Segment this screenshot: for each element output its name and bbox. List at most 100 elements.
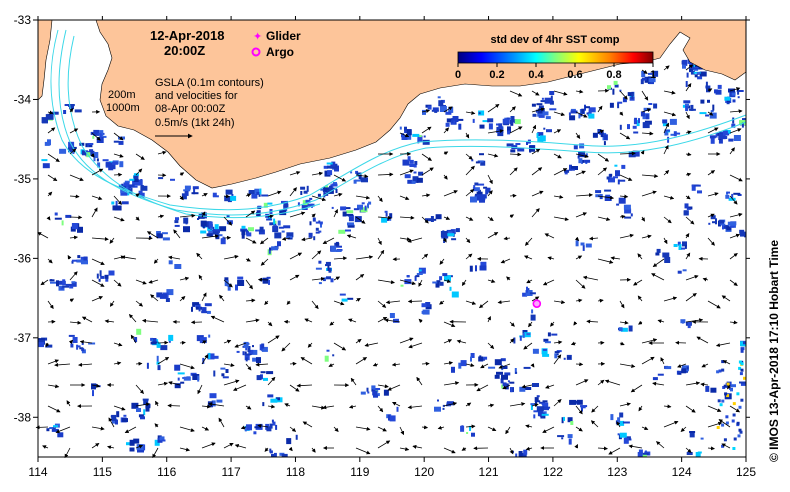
sst-pixel [230, 195, 237, 201]
velocity-arrow [289, 426, 297, 432]
sst-pixel [567, 434, 573, 439]
velocity-arrow [267, 190, 282, 197]
sst-pixel [273, 452, 277, 457]
sst-pixel [637, 452, 643, 457]
sst-pixel [445, 122, 450, 127]
sst-pixel [684, 244, 687, 249]
sst-pixel [514, 368, 517, 374]
velocity-arrow [663, 111, 677, 117]
sst-pixel [47, 113, 54, 120]
velocity-arrow [443, 127, 450, 134]
sst-pixel [269, 247, 273, 251]
sst-pixel [588, 113, 595, 119]
sst-pixel [406, 275, 410, 277]
sst-pixel [300, 191, 303, 195]
sst-pixel [509, 381, 515, 384]
sst-pixel [619, 89, 622, 92]
velocity-arrow [234, 443, 247, 449]
sst-pixel [451, 366, 455, 373]
sst-pixel [235, 284, 238, 291]
glider-legend-label: Glider [266, 29, 301, 43]
sst-pixel [269, 423, 273, 429]
velocity-arrow [197, 384, 203, 395]
velocity-arrow [619, 151, 636, 156]
sst-pixel [56, 280, 59, 287]
velocity-arrow [179, 426, 195, 433]
sst-pixel [269, 222, 277, 226]
sst-pixel [262, 402, 265, 407]
velocity-arrow [113, 279, 122, 287]
sst-pixel [412, 133, 420, 137]
sst-pixel [740, 368, 744, 372]
sst-pixel [700, 99, 705, 104]
sst-pixel [204, 303, 212, 307]
sst-pixel [269, 450, 273, 454]
sst-pixel [714, 89, 717, 93]
sst-pixel [341, 298, 348, 302]
velocity-arrow [47, 300, 54, 310]
velocity-arrow [264, 300, 269, 305]
sst-pixel [301, 205, 308, 210]
velocity-arrow [487, 342, 495, 349]
sst-pixel [662, 119, 668, 124]
velocity-arrow [42, 445, 49, 449]
velocity-arrow [553, 399, 562, 407]
sst-pixel [662, 252, 670, 258]
velocity-arrow [619, 363, 636, 368]
velocity-arrow [364, 342, 379, 347]
sst-pixel [442, 404, 445, 407]
sst-pixel [400, 284, 404, 287]
velocity-arrow [113, 361, 122, 366]
velocity-arrow [201, 234, 220, 239]
sst-pixel [319, 221, 323, 225]
velocity-arrow [267, 321, 273, 327]
sst-pixel [710, 137, 715, 144]
velocity-arrow [729, 233, 741, 239]
sst-pixel [724, 392, 728, 396]
sst-pixel [532, 383, 539, 387]
sst-pixel [166, 289, 174, 296]
sst-pixel [138, 414, 144, 418]
sst-pixel [343, 207, 351, 210]
sst-pixel [93, 156, 96, 162]
sst-pixel [38, 338, 45, 341]
velocity-arrow [619, 320, 629, 325]
velocity-arrow [113, 216, 125, 222]
sst-pixel [526, 333, 531, 336]
sst-pixel [361, 202, 365, 205]
velocity-arrow [525, 424, 533, 429]
velocity-arrow [729, 147, 735, 155]
velocity-arrow [407, 237, 423, 243]
sst-pixel [350, 171, 353, 174]
sst-pixel [156, 342, 161, 348]
velocity-arrow [372, 362, 379, 367]
velocity-arrow [322, 237, 335, 244]
sst-pixel [664, 129, 669, 136]
sst-pixel [608, 177, 615, 183]
sst-pixel [311, 203, 313, 208]
velocity-arrow [66, 400, 71, 407]
sst-pixel [584, 159, 591, 163]
sst-pixel [551, 333, 558, 336]
sst-pixel [531, 309, 534, 314]
sst-pixel [535, 109, 538, 113]
colorbar-tick-label: 0 [455, 69, 461, 81]
velocity-arrow [47, 405, 61, 413]
sst-pixel [550, 95, 553, 102]
sst-pixel [478, 110, 485, 116]
sst-pixel [478, 112, 481, 115]
sst-pixel [630, 213, 633, 217]
velocity-arrow [40, 279, 49, 286]
sst-pixel [129, 447, 135, 452]
sst-pixel [62, 285, 70, 288]
velocity-arrow [113, 132, 124, 141]
sst-pixel [335, 189, 338, 193]
sst-pixel [530, 314, 536, 321]
sst-pixel [479, 124, 485, 129]
sst-pixel [423, 135, 426, 138]
sst-pixel [259, 226, 264, 232]
velocity-arrow [128, 313, 137, 323]
velocity-arrow [135, 153, 145, 160]
velocity-arrow [311, 276, 325, 281]
